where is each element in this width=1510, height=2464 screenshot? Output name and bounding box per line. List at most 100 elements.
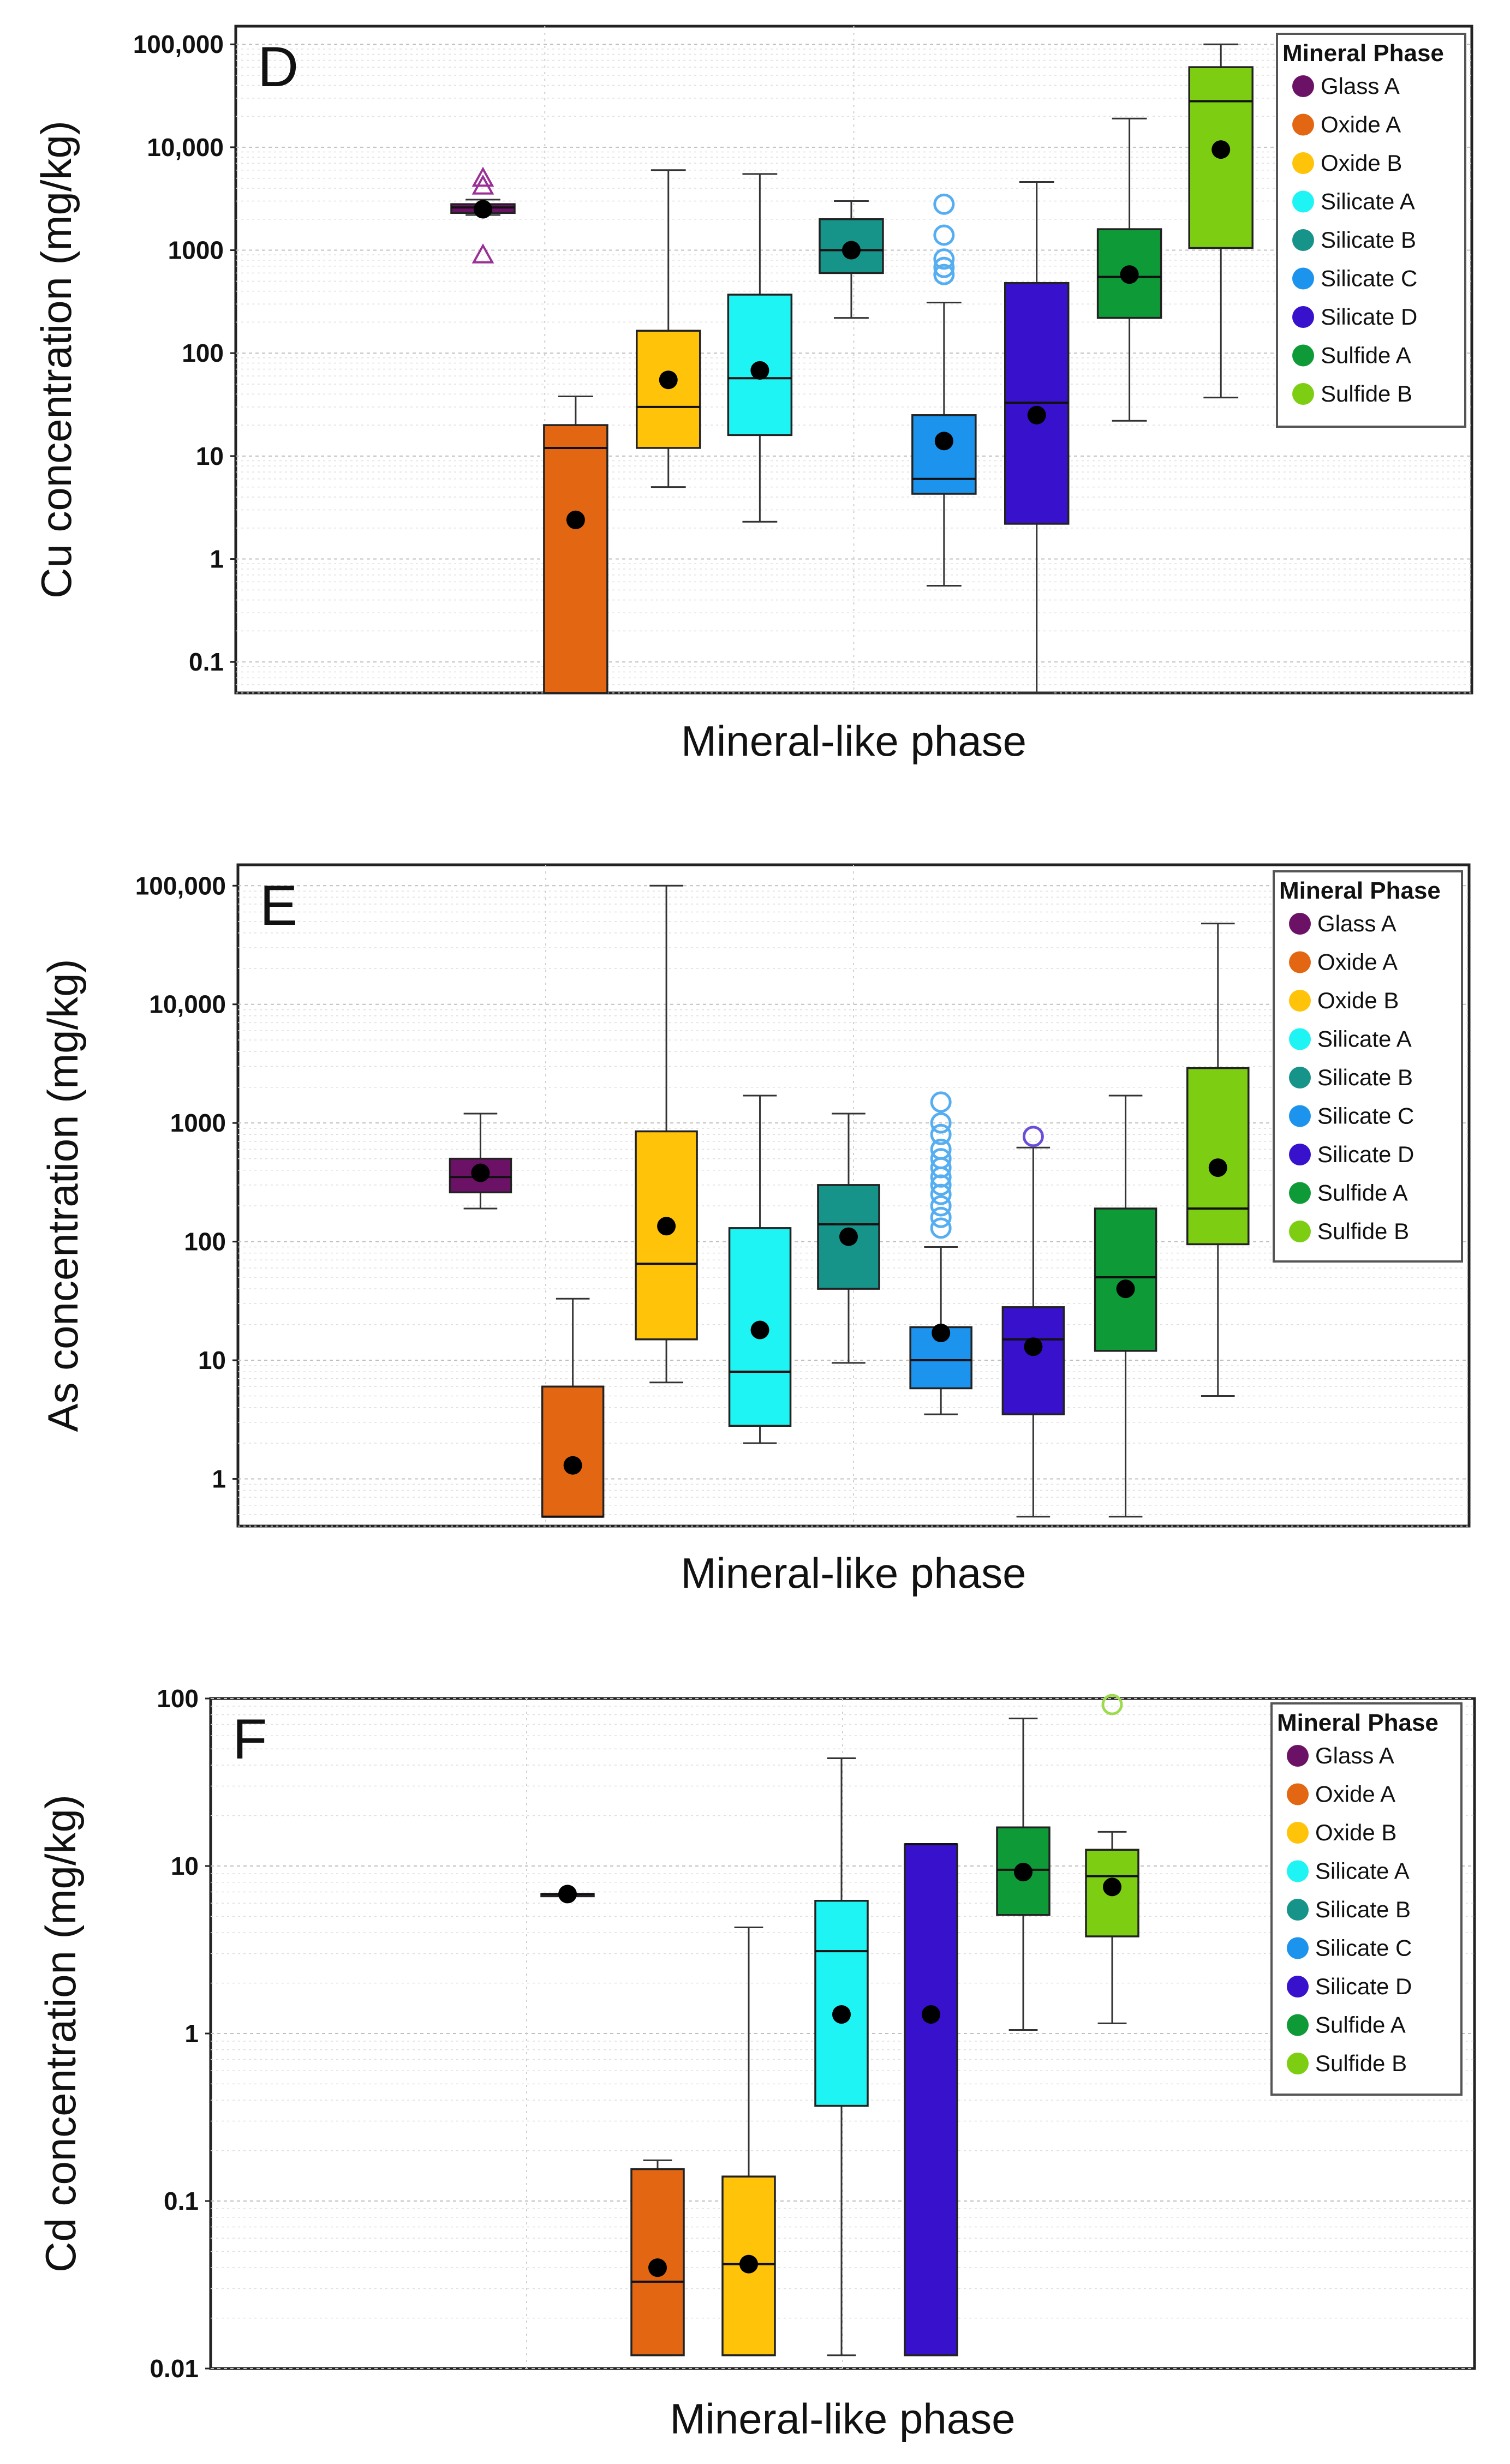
iqr-box xyxy=(1001,1306,1065,1415)
outlier-circle xyxy=(930,1195,952,1217)
mean-dot xyxy=(934,432,953,451)
mean-dot xyxy=(1024,1337,1043,1356)
legend-swatch xyxy=(1287,1937,1309,1959)
legend-swatch xyxy=(1289,1067,1311,1089)
legend-swatch xyxy=(1292,75,1314,97)
mean-dot xyxy=(657,1217,676,1236)
outlier-circle xyxy=(930,1123,952,1145)
legend-label: Glass A xyxy=(1321,73,1400,99)
box-sulfide-b xyxy=(1085,1694,1139,2024)
iqr-box xyxy=(996,1826,1051,1916)
panel-letter: E xyxy=(260,874,297,937)
gridlines xyxy=(211,1698,1475,2369)
x-axis-title: Mineral-like phase xyxy=(681,717,1026,765)
legend-label: Sulfide A xyxy=(1321,343,1411,368)
legend-label: Sulfide A xyxy=(1317,1180,1408,1206)
x-axis-title: Mineral-like phase xyxy=(670,2395,1016,2443)
legend-label: Silicate C xyxy=(1321,266,1417,291)
legend-swatch xyxy=(1289,990,1311,1012)
legend: Mineral Phase Glass A Oxide A Oxide B Silica… xyxy=(1270,1702,1463,2096)
y-tick-label: 10,000 xyxy=(147,133,224,162)
mean-dot xyxy=(841,241,861,260)
legend-label: Silicate D xyxy=(1317,1141,1414,1167)
outlier-circle xyxy=(930,1091,952,1113)
outlier-circle xyxy=(1101,1694,1123,1715)
mean-dot xyxy=(1027,405,1046,424)
x-axis-title: Mineral-like phase xyxy=(681,1549,1026,1597)
legend-swatch xyxy=(1292,267,1314,290)
legend-swatch xyxy=(1289,1028,1311,1050)
legend-swatch xyxy=(1287,1976,1309,1997)
outlier-circle xyxy=(933,256,955,278)
legend-swatch xyxy=(1287,1822,1309,1844)
outlier-circle xyxy=(930,1112,952,1134)
box-silicate-a xyxy=(728,1095,792,1444)
legend-label: Glass A xyxy=(1317,911,1396,936)
legend-swatch xyxy=(1289,913,1311,935)
legend-label: Silicate D xyxy=(1315,1973,1412,1999)
outlier-circle xyxy=(1022,1126,1044,1147)
mean-dot xyxy=(839,1227,858,1246)
iqr-box xyxy=(814,1899,869,2107)
legend-label: Oxide B xyxy=(1321,150,1402,176)
boxplot-series xyxy=(449,884,1250,1518)
legend-label: Sulfide B xyxy=(1315,2050,1407,2076)
legend-label: Oxide A xyxy=(1317,949,1398,975)
cd-boxplot-panel: 0.01 0.1 1 10 100 Cd concentration (mg/kg) Min… xyxy=(37,1684,1476,2443)
mean-dot xyxy=(739,2254,758,2274)
iqr-box xyxy=(543,424,608,694)
outlier-circle xyxy=(933,193,955,215)
box-glass-a xyxy=(449,1113,512,1210)
y-tick-label: 0.01 xyxy=(150,2354,199,2383)
legend: Mineral Phase Glass A Oxide A Oxide B Silica… xyxy=(1273,870,1463,1263)
legend-label: Oxide A xyxy=(1321,112,1401,137)
y-tick-label: 10,000 xyxy=(149,990,226,1019)
mean-dot xyxy=(1211,140,1231,159)
legend-label: Sulfide A xyxy=(1315,2012,1406,2038)
legend-swatch xyxy=(1292,152,1314,174)
outlier-triangle xyxy=(471,166,494,187)
legend-label: Silicate C xyxy=(1315,1935,1412,1961)
legend-label: Silicate B xyxy=(1317,1064,1413,1090)
boxplot-series xyxy=(450,43,1254,694)
mean-dot xyxy=(922,2005,940,2024)
box-silicate-c xyxy=(911,193,977,587)
legend-swatch xyxy=(1292,229,1314,251)
outlier-circle xyxy=(933,264,955,285)
mean-dot xyxy=(1116,1279,1135,1299)
legend-label: Sulfide B xyxy=(1317,1218,1409,1244)
box-oxide-b xyxy=(721,1927,776,2357)
legend-swatch xyxy=(1292,190,1314,213)
mean-dot xyxy=(932,1323,951,1342)
legend-label: Silicate B xyxy=(1315,1897,1411,1922)
box-silicate-b xyxy=(819,200,884,319)
legend-swatch xyxy=(1287,1860,1309,1882)
iqr-box xyxy=(817,1184,880,1290)
mean-dot xyxy=(1120,265,1139,284)
boxplot-series xyxy=(540,1694,1139,2357)
box-silicate-d xyxy=(904,1843,958,2357)
mean-dot xyxy=(659,370,678,390)
y-axis-title: Cd concentration (mg/kg) xyxy=(37,1795,85,2272)
y-tick-label: 1 xyxy=(212,1464,226,1493)
box-silicate-d xyxy=(1004,181,1070,694)
outlier-circle xyxy=(930,1148,952,1170)
outlier-circle xyxy=(933,248,955,270)
cu-boxplot-panel: 0.1 1 10 100 1000 10,000 100,000 Cu concentrati… xyxy=(32,25,1473,765)
legend-swatch xyxy=(1287,1899,1309,1921)
outlier-circle xyxy=(930,1206,952,1228)
box-sulfide-a xyxy=(1094,1095,1157,1518)
box-oxide-b xyxy=(636,169,701,488)
legend-swatch xyxy=(1292,113,1314,136)
box-oxide-a xyxy=(630,2159,685,2357)
legend-swatch xyxy=(1292,344,1314,367)
outlier-circle xyxy=(930,1217,952,1239)
y-axis-ticks: 0.1 1 10 100 1000 10,000 100,000 xyxy=(133,30,236,676)
outlier-circle xyxy=(933,224,955,246)
legend-label: Silicate A xyxy=(1317,1026,1412,1052)
box-silicate-b xyxy=(817,1113,880,1364)
box-oxide-a xyxy=(543,395,608,694)
panel-letter: D xyxy=(258,35,299,99)
box-sulfide-a xyxy=(996,1718,1051,2031)
